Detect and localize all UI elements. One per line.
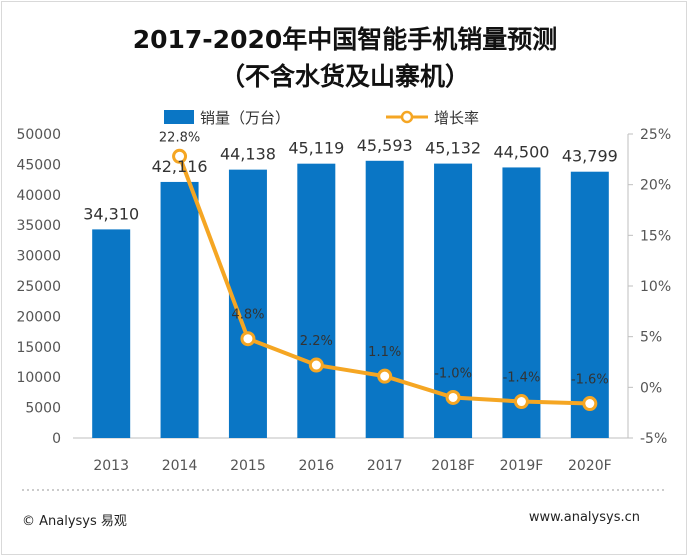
growth-value-label: 4.8%: [231, 308, 264, 323]
x-tick-label: 2018F: [431, 458, 475, 474]
y-left-tick-label: 5000: [25, 401, 61, 417]
footer-copyright: © Analysys 易观: [22, 514, 127, 529]
bar-value-label: 45,132: [425, 139, 481, 158]
bar-value-label: 45,593: [357, 136, 413, 155]
bar: [297, 163, 336, 438]
y-left-tick-label: 45000: [16, 157, 61, 173]
bar-value-label: 44,500: [493, 142, 549, 161]
growth-value-label: 2.2%: [300, 334, 333, 349]
growth-value-label: 1.1%: [368, 345, 401, 360]
legend-line-marker: [400, 110, 414, 124]
growth-point: [377, 368, 393, 384]
bar: [570, 171, 609, 438]
x-tick-label: 2020F: [568, 458, 612, 474]
y-left-tick-label: 40000: [16, 188, 61, 204]
x-tick-label: 2016: [298, 458, 334, 474]
legend-bar-swatch: [164, 110, 194, 124]
y-left-tick-label: 10000: [16, 370, 61, 386]
growth-point: [172, 148, 188, 164]
y-right-tick-label: 10%: [640, 279, 671, 295]
y-left-tick-label: 25000: [16, 279, 61, 295]
y-left-tick-label: 0: [52, 431, 61, 447]
bar-value-label: 42,116: [152, 157, 208, 176]
growth-point: [308, 357, 324, 373]
growth-point: [582, 396, 598, 412]
legend-bar-label: 销量（万台）: [200, 109, 290, 127]
y-right-tick-label: -5%: [640, 431, 667, 447]
x-tick-label: 2015: [230, 458, 266, 474]
x-tick-label: 2013: [93, 458, 129, 474]
growth-value-label: -1.0%: [434, 366, 472, 381]
x-tick-label: 2019F: [500, 458, 544, 474]
y-left-tick-label: 15000: [16, 340, 61, 356]
legend-line-label: 增长率: [434, 109, 479, 127]
growth-value-label: -1.6%: [571, 373, 609, 388]
chart-subtitle: （不含水货及山寨机）: [219, 62, 470, 91]
y-left-tick-label: 20000: [16, 309, 61, 325]
x-tick-label: 2017: [367, 458, 403, 474]
growth-value-label: -1.4%: [503, 371, 541, 386]
y-right-tick-label: 20%: [640, 178, 671, 194]
bar: [160, 181, 199, 438]
y-right-tick-label: 0%: [640, 380, 662, 396]
x-tick-label: 2014: [162, 458, 198, 474]
chart-title: 2017-2020年中国智能手机销量预测: [132, 25, 558, 54]
bar-value-label: 45,119: [288, 139, 344, 158]
bar-value-label: 44,138: [220, 145, 276, 164]
y-right-tick-label: 5%: [640, 330, 662, 346]
growth-point: [240, 331, 256, 347]
bar: [502, 167, 541, 438]
bar-value-label: 34,310: [83, 204, 139, 223]
growth-value-label: 22.8%: [159, 130, 200, 145]
growth-point: [445, 389, 461, 405]
bar: [365, 160, 404, 438]
y-left-tick-label: 30000: [16, 249, 61, 265]
bar-value-label: 43,799: [562, 147, 618, 166]
y-left-tick-label: 35000: [16, 218, 61, 234]
y-right-tick-label: 15%: [640, 228, 671, 244]
growth-point: [513, 394, 529, 410]
footer-website: www.analysys.cn: [528, 510, 640, 525]
bar: [92, 229, 131, 438]
y-left-tick-label: 50000: [16, 127, 61, 143]
y-right-tick-label: 25%: [640, 127, 671, 143]
